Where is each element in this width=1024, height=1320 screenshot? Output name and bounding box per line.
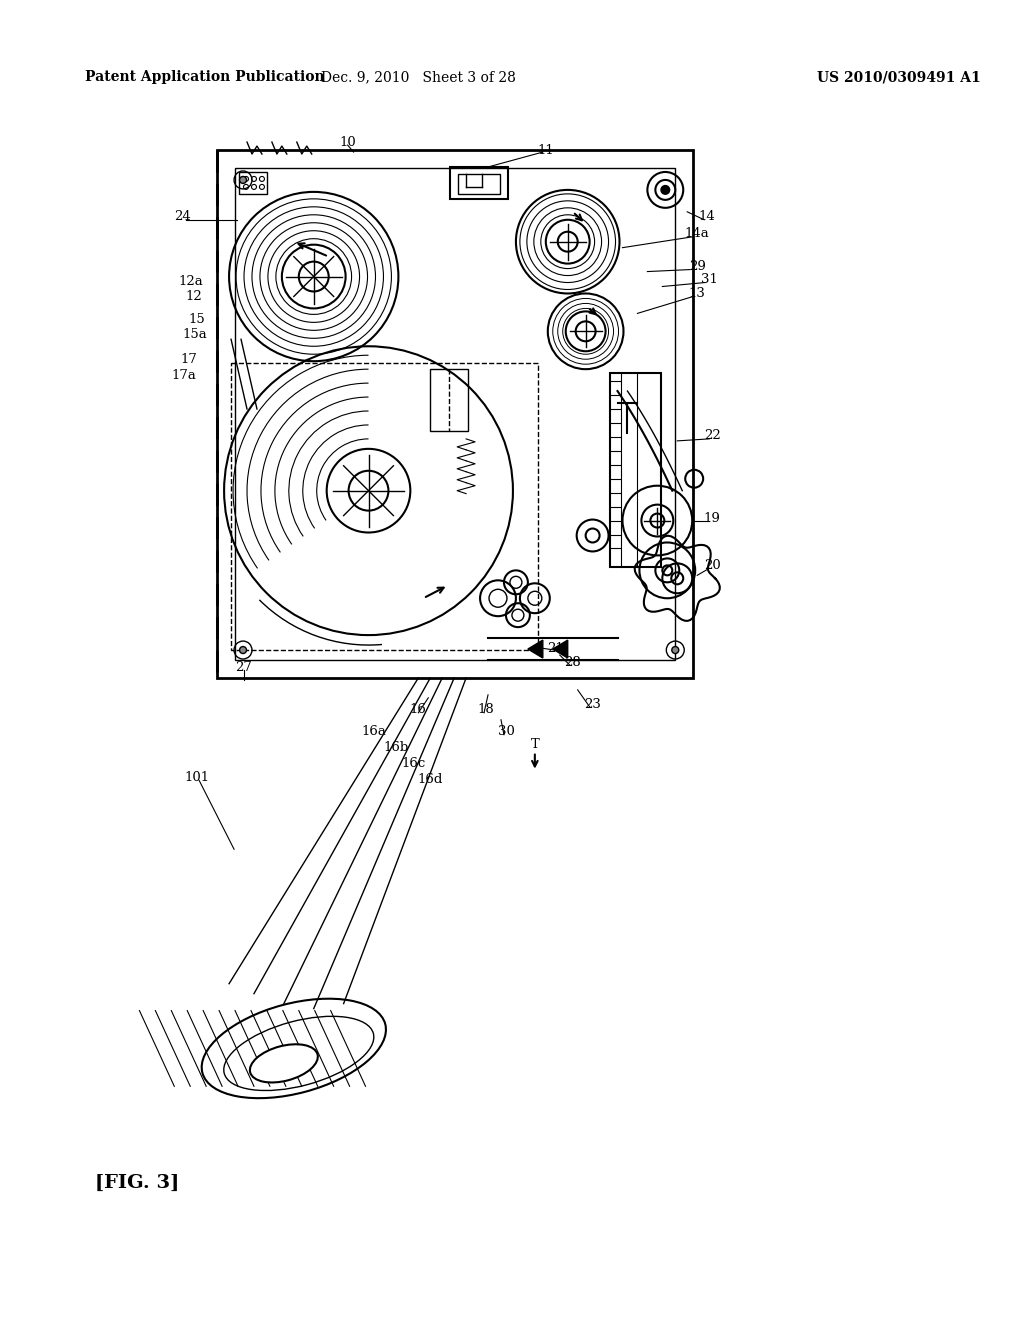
Text: 17: 17 xyxy=(181,352,198,366)
Bar xyxy=(239,172,267,194)
Text: 23: 23 xyxy=(584,698,601,711)
Text: 101: 101 xyxy=(184,771,210,784)
Bar xyxy=(458,174,500,194)
Circle shape xyxy=(662,186,670,194)
Text: 13: 13 xyxy=(689,286,706,300)
Ellipse shape xyxy=(250,1044,317,1082)
Text: 12: 12 xyxy=(185,290,203,304)
Polygon shape xyxy=(528,640,543,657)
Text: 20: 20 xyxy=(703,558,721,572)
Text: 16b: 16b xyxy=(384,741,409,754)
Text: 11: 11 xyxy=(538,144,554,157)
Text: 18: 18 xyxy=(477,704,495,717)
Text: 28: 28 xyxy=(564,656,581,669)
Bar xyxy=(430,370,468,430)
Text: T: T xyxy=(530,738,540,751)
Bar xyxy=(236,168,675,660)
Text: 29: 29 xyxy=(689,260,706,273)
Text: Patent Application Publication: Patent Application Publication xyxy=(85,70,325,84)
Text: 27: 27 xyxy=(236,661,253,675)
Text: 12a: 12a xyxy=(179,275,204,288)
Text: 10: 10 xyxy=(339,136,356,149)
Text: 21: 21 xyxy=(548,642,564,655)
Text: 16c: 16c xyxy=(401,758,425,770)
Text: 19: 19 xyxy=(703,512,721,525)
Text: 17a: 17a xyxy=(172,368,197,381)
Text: Dec. 9, 2010   Sheet 3 of 28: Dec. 9, 2010 Sheet 3 of 28 xyxy=(321,70,516,84)
Polygon shape xyxy=(553,640,567,657)
Bar xyxy=(217,150,693,678)
Bar xyxy=(451,168,508,199)
Circle shape xyxy=(240,647,247,653)
Bar xyxy=(609,374,662,568)
Text: 16: 16 xyxy=(410,704,427,717)
Text: [FIG. 3]: [FIG. 3] xyxy=(94,1173,179,1192)
Text: 16a: 16a xyxy=(361,725,386,738)
Text: 31: 31 xyxy=(700,273,718,286)
Text: 24: 24 xyxy=(174,210,190,223)
Text: US 2010/0309491 A1: US 2010/0309491 A1 xyxy=(817,70,980,84)
Text: 22: 22 xyxy=(703,429,721,442)
Circle shape xyxy=(240,177,247,183)
Text: 15: 15 xyxy=(188,313,206,326)
Text: 14: 14 xyxy=(698,210,716,223)
Bar xyxy=(231,363,538,649)
Text: 16d: 16d xyxy=(418,774,443,785)
Text: 15a: 15a xyxy=(183,327,208,341)
Text: 14a: 14a xyxy=(685,227,710,240)
Text: 30: 30 xyxy=(498,725,514,738)
Circle shape xyxy=(672,647,679,653)
